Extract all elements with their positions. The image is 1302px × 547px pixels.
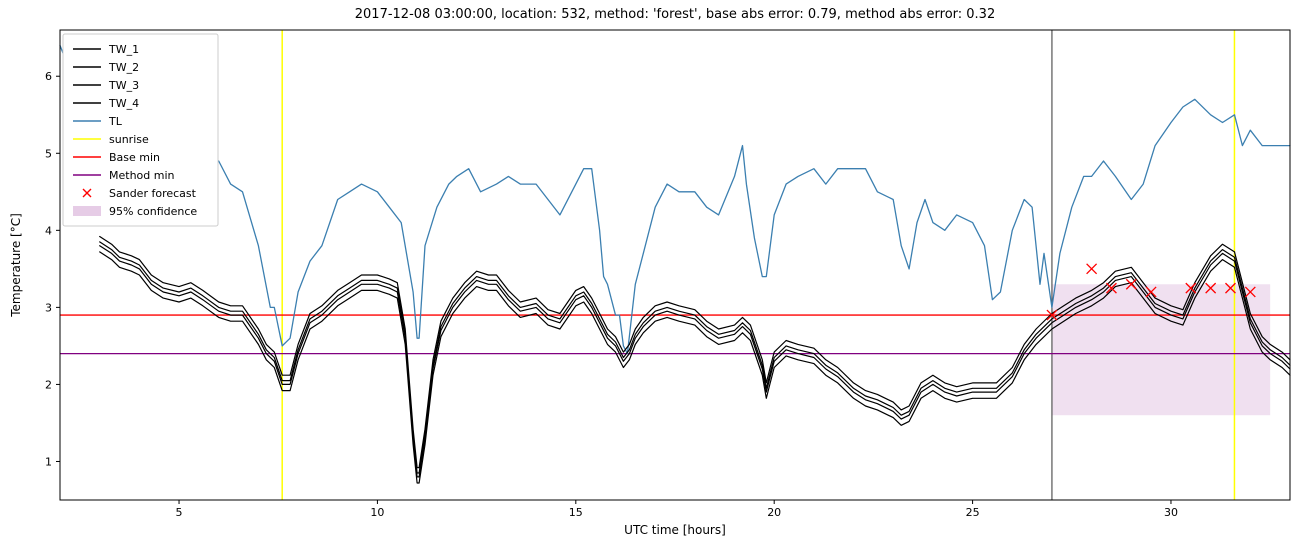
chart-svg: 5 10 15 20 25 30 1 2 3 4 5 6 UTC time [hours] Tempera… [0,0,1302,547]
xtick-label: 30 [1164,506,1178,519]
legend-swatch [73,206,101,216]
ytick-label: 6 [45,70,52,83]
xtick-label: 25 [966,506,980,519]
legend-label: 95% confidence [109,205,197,218]
ytick-label: 4 [45,224,52,237]
y-axis-label: Temperature [°C] [9,213,23,318]
legend-label: TW_4 [108,97,139,110]
legend-label: Sander forecast [109,187,197,200]
ytick-label: 1 [45,455,52,468]
legend-label: TW_3 [108,79,139,92]
confidence-region [1052,284,1270,415]
xtick-label: 10 [370,506,384,519]
xtick-label: 20 [767,506,781,519]
legend-label: Base min [109,151,160,164]
ytick-label: 2 [45,378,52,391]
legend-label: Method min [109,169,175,182]
chart-title: 2017-12-08 03:00:00, location: 532, meth… [355,7,995,22]
ytick-label: 5 [45,147,52,160]
xtick-label: 5 [176,506,183,519]
chart-container: 5 10 15 20 25 30 1 2 3 4 5 6 UTC time [hours] Tempera… [0,0,1302,547]
legend-label: TL [108,115,123,128]
ytick-label: 3 [45,301,52,314]
legend-label: TW_2 [108,61,139,74]
plot-area [60,30,1290,500]
xtick-label: 15 [569,506,583,519]
x-axis-label: UTC time [hours] [624,523,726,537]
legend-label: sunrise [109,133,149,146]
legend-label: TW_1 [108,43,139,56]
